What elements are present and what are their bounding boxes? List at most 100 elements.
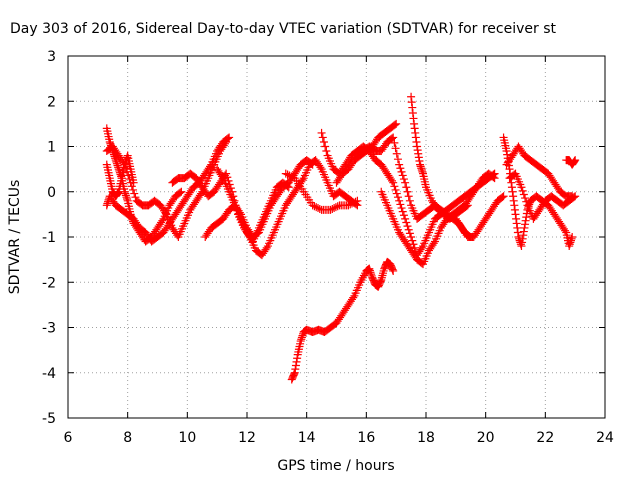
data-point — [344, 201, 353, 210]
data-point — [522, 197, 531, 206]
data-point — [571, 156, 580, 165]
series-segment-19 — [287, 257, 398, 384]
data-point — [288, 173, 297, 182]
data-point — [402, 218, 411, 227]
data-point — [387, 176, 396, 185]
data-point — [395, 196, 404, 205]
data-point — [120, 160, 129, 169]
data-point — [517, 183, 526, 192]
y-axis-label: SDTVAR / TECUs — [7, 180, 23, 295]
series-segment-13 — [377, 169, 499, 269]
data-point — [158, 216, 167, 225]
grid-lines — [68, 56, 605, 418]
data-point — [392, 119, 401, 128]
data-point — [121, 164, 130, 173]
x-tick-label: 8 — [123, 430, 132, 446]
data-point — [429, 239, 438, 248]
data-point — [281, 169, 290, 178]
data-point — [521, 194, 530, 203]
data-point — [283, 170, 292, 179]
data-point — [349, 198, 358, 207]
data-point — [392, 189, 401, 198]
data-point — [314, 204, 323, 213]
data-point — [129, 185, 138, 194]
data-point — [407, 233, 416, 241]
data-point — [126, 178, 135, 187]
data-point — [396, 164, 405, 173]
data-point — [123, 167, 132, 176]
data-point — [391, 144, 400, 153]
series-segment-7 — [213, 165, 293, 246]
y-axis: -5 -4 -3 -2 -1 0 1 2 3 — [42, 49, 605, 427]
series-segment-14 — [451, 192, 508, 241]
data-point — [390, 182, 399, 191]
data-point — [262, 243, 271, 252]
data-point — [220, 139, 229, 148]
data-points — [102, 92, 580, 384]
data-point — [161, 208, 170, 217]
data-point — [318, 133, 327, 142]
data-point — [316, 163, 325, 172]
data-point — [217, 172, 226, 181]
data-point — [317, 128, 326, 137]
data-point — [222, 169, 231, 178]
data-point — [119, 158, 128, 167]
data-point — [127, 182, 136, 191]
x-tick-label: 16 — [357, 430, 375, 446]
y-tick-label: -5 — [42, 411, 56, 427]
data-point — [284, 183, 293, 192]
data-point — [176, 188, 185, 197]
data-point — [392, 149, 401, 158]
data-point — [389, 133, 398, 142]
data-point — [124, 171, 133, 180]
data-point — [125, 175, 134, 184]
data-point — [569, 193, 578, 202]
series-segment-3 — [102, 133, 234, 246]
series-segment-5 — [168, 156, 362, 260]
x-tick-label: 20 — [477, 430, 495, 446]
data-point — [403, 222, 412, 231]
data-point — [322, 147, 331, 156]
data-point — [390, 138, 399, 147]
data-point — [397, 167, 406, 176]
x-tick-label: 22 — [536, 430, 554, 446]
x-axis: 6 8 10 12 14 16 18 20 22 24 — [64, 56, 614, 446]
data-point — [285, 171, 294, 180]
data-point — [349, 293, 358, 302]
x-tick-label: 12 — [238, 430, 256, 446]
y-tick-label: -4 — [42, 366, 56, 382]
data-point — [518, 186, 527, 195]
data-point — [403, 187, 412, 196]
series-segment-4 — [102, 137, 231, 241]
data-point — [417, 243, 426, 252]
data-point — [387, 134, 396, 143]
data-point — [315, 204, 324, 213]
x-tick-label: 14 — [298, 430, 316, 446]
x-axis-label: GPS time / hours — [277, 458, 394, 474]
y-tick-label: -2 — [42, 275, 56, 291]
data-point — [326, 205, 335, 214]
data-point — [405, 196, 414, 205]
series-segment-16 — [502, 142, 577, 201]
data-point — [568, 233, 577, 241]
data-point — [404, 192, 413, 201]
data-point — [397, 204, 406, 213]
y-tick-label: 1 — [47, 140, 56, 156]
data-point — [401, 214, 410, 223]
data-point — [177, 187, 186, 196]
data-point — [223, 134, 232, 143]
data-point — [298, 175, 307, 184]
data-point — [571, 192, 580, 201]
data-point — [389, 266, 398, 275]
series-segment-17 — [505, 169, 580, 223]
data-point — [328, 204, 337, 213]
data-point — [399, 211, 408, 220]
data-point — [130, 189, 139, 198]
data-point — [499, 192, 508, 201]
data-point — [396, 200, 405, 209]
data-point — [283, 182, 292, 191]
data-point — [353, 196, 362, 205]
data-point — [519, 190, 528, 199]
data-point — [402, 183, 411, 192]
data-point — [408, 236, 417, 245]
